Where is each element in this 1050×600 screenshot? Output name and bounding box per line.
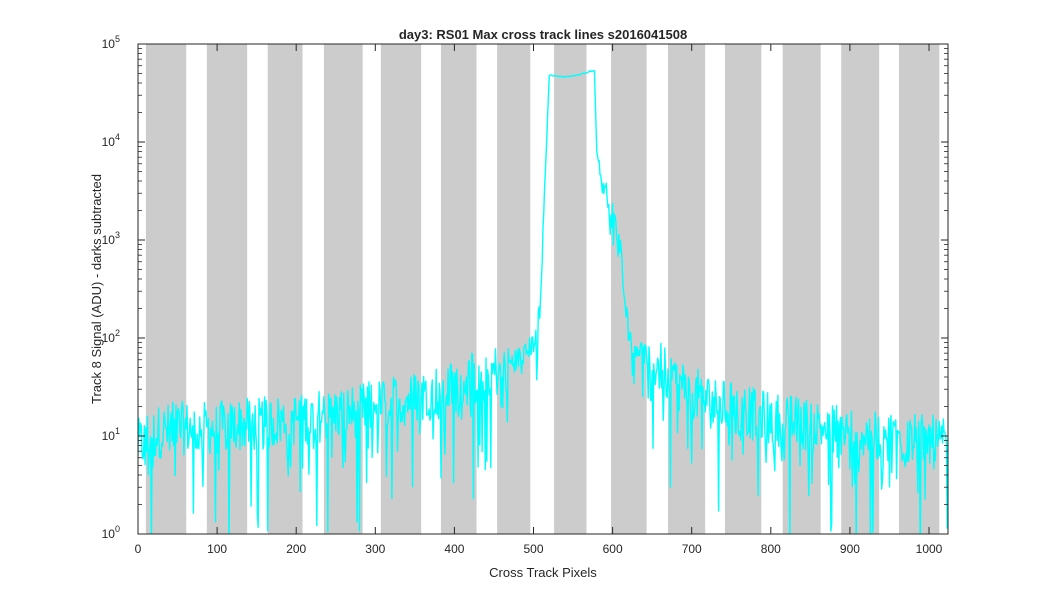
y-tick-base: 10 [102, 429, 116, 443]
y-tick-exponent: 1 [115, 426, 120, 436]
x-tick-label: 200 [286, 542, 306, 556]
y-tick-base: 10 [102, 233, 116, 247]
y-tick-base: 10 [102, 527, 116, 541]
y-tick-exponent: 3 [115, 230, 120, 240]
x-axis-label: Cross Track Pixels [489, 565, 597, 580]
plot-frame [137, 43, 949, 535]
y-tick-base: 10 [102, 135, 116, 149]
x-tick-label: 100 [207, 542, 227, 556]
shaded-band [380, 44, 422, 534]
y-axis-label: Track 8 Signal (ADU) - darks subtracted [89, 174, 104, 404]
shaded-band [782, 44, 821, 534]
shaded-band [667, 44, 706, 534]
x-tick-label: 500 [523, 542, 543, 556]
y-tick-exponent: 5 [115, 34, 120, 44]
x-tick-label: 300 [365, 542, 385, 556]
y-tick-label: 101 [102, 426, 120, 443]
x-tick-label: 0 [135, 542, 142, 556]
shaded-band [206, 44, 248, 534]
y-tick-label: 102 [102, 328, 120, 345]
shaded-band [724, 44, 762, 534]
y-tick-exponent: 2 [115, 328, 120, 338]
x-tick-label: 700 [682, 542, 702, 556]
series-layer [138, 69, 948, 534]
y-tick-base: 10 [102, 331, 116, 345]
x-tick-label: 900 [840, 542, 860, 556]
shaded-band [267, 44, 303, 534]
x-tick-label: 400 [444, 542, 464, 556]
y-tick-label: 104 [102, 132, 120, 149]
shaded-band [440, 44, 477, 534]
y-tick-base: 10 [102, 37, 116, 51]
x-tick-label: 800 [761, 542, 781, 556]
x-tick-label: 600 [603, 542, 623, 556]
chart-title: day3: RS01 Max cross track lines s201604… [399, 27, 687, 42]
y-tick-label: 105 [102, 34, 120, 51]
y-tick-exponent: 0 [115, 524, 120, 534]
shaded-band [611, 44, 647, 534]
x-axis-ticks: 0 100 200 300 400 500 600 700 800 900 1000 [135, 44, 943, 556]
y-tick-exponent: 4 [115, 132, 120, 142]
series-line [138, 69, 948, 534]
y-tick-label: 103 [102, 230, 120, 247]
shaded-band [554, 44, 587, 534]
y-tick-label: 100 [102, 524, 120, 541]
x-tick-label: 1000 [916, 542, 943, 556]
shaded-band [497, 44, 531, 534]
